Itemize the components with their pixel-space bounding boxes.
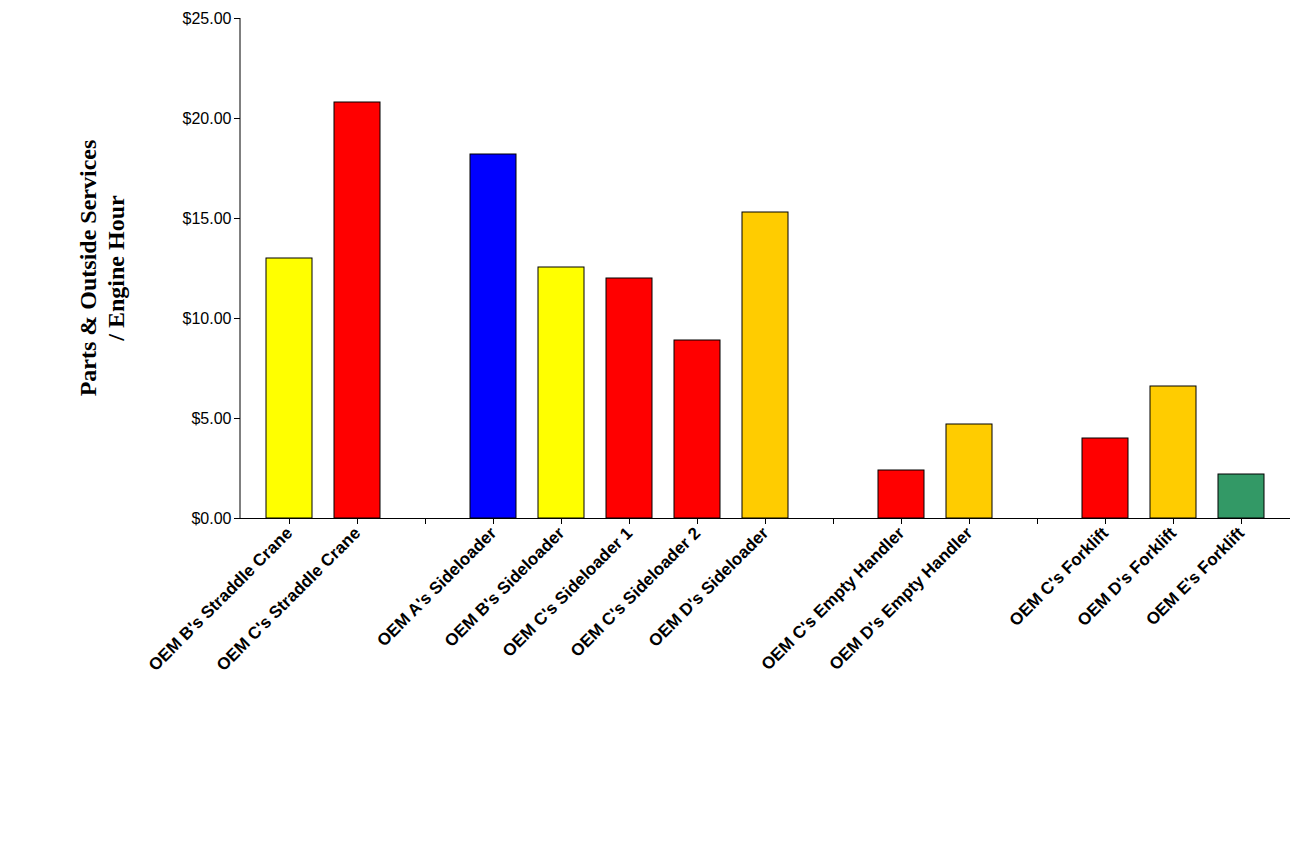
svg-text:OEM C's Forklift: OEM C's Forklift xyxy=(1005,523,1113,630)
svg-text:$10.00: $10.00 xyxy=(183,310,232,327)
svg-text:OEM A's Sideloader: OEM A's Sideloader xyxy=(373,523,500,650)
svg-text:$0.00: $0.00 xyxy=(191,510,231,527)
svg-text:$25.00: $25.00 xyxy=(183,10,232,27)
svg-text:Parts & Outside Services/ Engi: Parts & Outside Services/ Engine Hour xyxy=(75,140,130,397)
svg-text:OEM C's Sideloader 1: OEM C's Sideloader 1 xyxy=(499,524,636,661)
svg-text:OEM C's Empty Handler: OEM C's Empty Handler xyxy=(758,523,909,674)
svg-text:OEM D's Forklift: OEM D's Forklift xyxy=(1073,523,1181,630)
svg-text:OEM C's Sideloader 2: OEM C's Sideloader 2 xyxy=(567,524,704,661)
svg-text:OEM D's Empty Handler: OEM D's Empty Handler xyxy=(826,523,977,674)
svg-text:$15.00: $15.00 xyxy=(183,210,232,227)
svg-text:OEM C's Straddle Crane: OEM C's Straddle Crane xyxy=(213,524,364,675)
svg-text:OEM B's Straddle Crane: OEM B's Straddle Crane xyxy=(145,524,296,675)
svg-text:OEM B's Sideloader: OEM B's Sideloader xyxy=(441,523,568,650)
svg-text:OEM E's Forklift: OEM E's Forklift xyxy=(1142,523,1248,629)
svg-text:$20.00: $20.00 xyxy=(183,110,232,127)
svg-text:$5.00: $5.00 xyxy=(191,410,231,427)
svg-text:OEM D's Sideloader: OEM D's Sideloader xyxy=(645,523,772,650)
